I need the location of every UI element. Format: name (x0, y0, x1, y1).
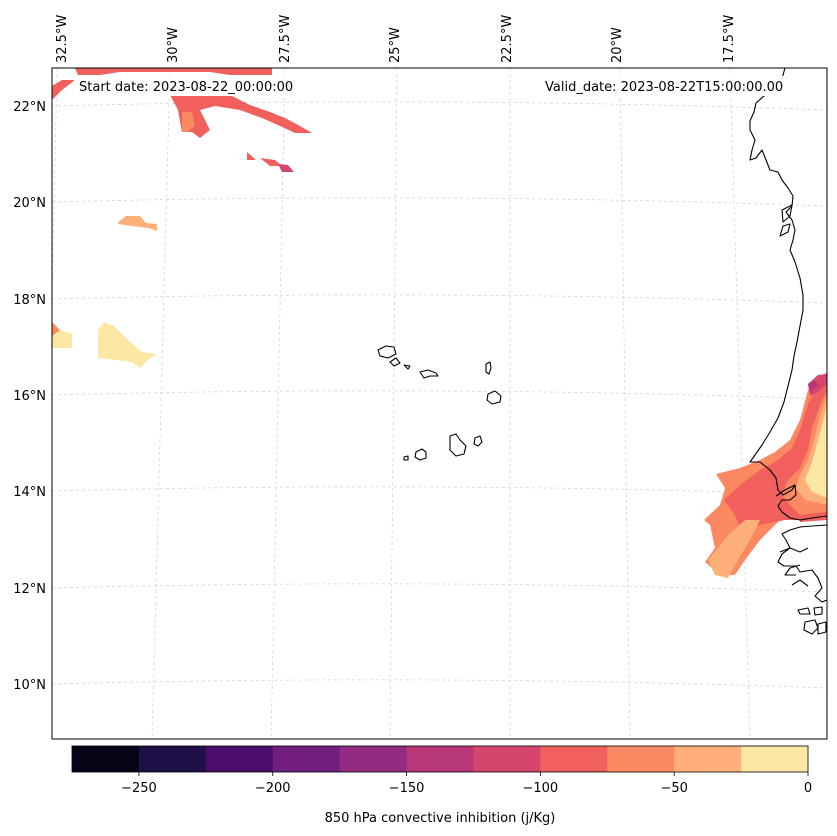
gambia-river (775, 484, 796, 497)
island-tenerife-coast (781, 204, 793, 223)
island-sal (485, 361, 492, 375)
island-boa-vista (486, 390, 502, 405)
lon-label: 17.5°W (722, 15, 737, 63)
cin-region-17n (98, 322, 157, 368)
latitude-labels: 22°N 20°N 18°N 16°N 14°N 12°N 10°N (13, 100, 46, 693)
meridian-20w (619, 67, 631, 740)
colorbar-ticks: −250 −200 −150 −100 −50 0 (121, 772, 812, 796)
colorbar-swatch (473, 746, 541, 772)
colorbar-swatch (72, 746, 140, 772)
colorbar-swatch (272, 746, 341, 772)
coastlines (377, 67, 828, 635)
colorbar: −250 −200 −150 −100 −50 0 850 hPa convective … (71, 745, 812, 826)
longitude-labels: 32.5°W 30°W 27.5°W 25°W 22.5°W 20°W 17.5… (55, 15, 737, 63)
island-maio (473, 435, 483, 447)
lon-label: 25°W (388, 27, 403, 63)
graticule (51, 67, 828, 740)
parallel-18n (51, 294, 828, 304)
island-brava (403, 455, 409, 461)
valid-date-text: Valid_date: 2023-08-22T15:00:00.00 (545, 80, 783, 95)
parallel-14n (51, 486, 828, 496)
lon-label: 27.5°W (278, 15, 293, 63)
cin-region-north-fleck (278, 164, 294, 172)
cin-region-20n (118, 216, 157, 231)
colorbar-label: 850 hPa convective inhibition (j/Kg) (325, 811, 556, 826)
island-santa-luzia (403, 364, 411, 370)
cin-region-nw-corner (75, 68, 272, 75)
colorbar-swatches (72, 746, 809, 772)
colorbar-tick-label: −150 (389, 781, 425, 796)
meridian-32-5w (51, 67, 58, 301)
colorbar-tick-label: −250 (121, 781, 157, 796)
colorbar-swatch (674, 746, 742, 772)
lon-label: 32.5°W (55, 15, 70, 63)
lon-label: 22.5°W (500, 15, 515, 63)
map-panel (51, 67, 828, 740)
cin-region-east-pale (708, 520, 760, 578)
lat-label: 22°N (13, 100, 46, 115)
lat-label: 14°N (13, 485, 46, 500)
cin-region-north-band (182, 112, 195, 132)
bijagos (813, 606, 823, 616)
meridian-30w (151, 67, 171, 740)
meridian-27-5w (270, 67, 286, 740)
island-santiago (449, 433, 467, 457)
lat-label: 20°N (13, 196, 46, 211)
coast-wavy (791, 579, 809, 587)
colorbar-swatch (607, 746, 675, 772)
cin-region-east-strip (800, 512, 827, 522)
cin-region-west-edge (52, 322, 60, 336)
lat-label: 16°N (13, 389, 46, 404)
coast-wavy (779, 547, 809, 553)
parallel-16n (51, 390, 828, 400)
cin-region-east-edge (808, 374, 827, 396)
parallel-10n (51, 679, 828, 689)
bijagos (803, 619, 819, 635)
bijagos (797, 607, 811, 615)
island-sao-nicolau (419, 369, 439, 379)
cin-region-north-fleck (247, 152, 256, 160)
parallel-22n (51, 101, 828, 111)
lat-label: 12°N (13, 582, 46, 597)
start-date-text: Start date: 2023-08-22_00:00:00 (79, 80, 293, 95)
lat-label: 10°N (13, 678, 46, 693)
coast-guinea-bissau (777, 524, 828, 603)
island-fogo (414, 448, 427, 461)
colorbar-tick-label: −100 (523, 781, 559, 796)
cin-region-north-band (170, 95, 312, 138)
colorbar-swatch (741, 746, 809, 772)
island-santo-antao (377, 345, 397, 359)
colorbar-swatch (339, 746, 408, 772)
colorbar-swatch (406, 746, 474, 772)
colorbar-tick-label: 0 (804, 781, 812, 796)
lon-label: 20°W (610, 27, 625, 63)
parallel-20n (51, 197, 828, 207)
cin-contours (52, 68, 827, 578)
cin-region-east-edge (808, 380, 818, 392)
colorbar-tick-label: −200 (255, 781, 291, 796)
cin-region-nw-corner (52, 80, 75, 100)
island-sao-vicente (389, 357, 401, 367)
colorbar-swatch (205, 746, 274, 772)
colorbar-outline (71, 745, 809, 773)
lon-label: 30°W (166, 27, 181, 63)
coast-guinea (784, 564, 801, 576)
colorbar-tick-label: −50 (660, 781, 687, 796)
cin-region-north-fleck (260, 158, 282, 166)
meridian-17-5w (729, 67, 751, 740)
cin-region-east-core (805, 405, 827, 498)
colorbar-swatch (540, 746, 608, 772)
meridian-25w (389, 67, 398, 740)
start-date-bg (74, 76, 314, 96)
parallel-12n (51, 583, 828, 593)
bijagos (817, 621, 827, 635)
map-background (52, 68, 827, 739)
map-border (51, 67, 828, 740)
island-coast-2 (779, 223, 791, 237)
valid-date-bg (540, 76, 802, 96)
lat-label: 18°N (13, 293, 46, 308)
colorbar-swatch (138, 746, 207, 772)
